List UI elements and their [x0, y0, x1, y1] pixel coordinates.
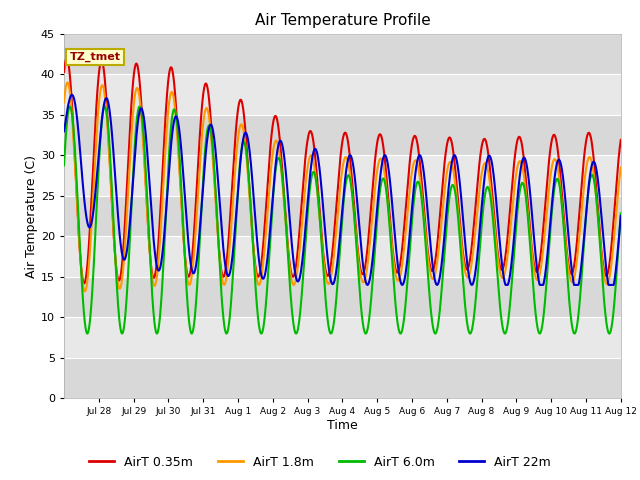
Y-axis label: Air Temperature (C): Air Temperature (C)	[25, 155, 38, 277]
Legend: AirT 0.35m, AirT 1.8m, AirT 6.0m, AirT 22m: AirT 0.35m, AirT 1.8m, AirT 6.0m, AirT 2…	[84, 451, 556, 474]
Bar	[64, 358, 621, 398]
X-axis label: Time: Time	[327, 419, 358, 432]
Bar	[64, 277, 621, 317]
Text: TZ_tmet: TZ_tmet	[70, 52, 120, 62]
Bar	[64, 115, 621, 155]
Title: Air Temperature Profile: Air Temperature Profile	[255, 13, 430, 28]
Bar	[64, 34, 621, 74]
Bar	[64, 196, 621, 236]
